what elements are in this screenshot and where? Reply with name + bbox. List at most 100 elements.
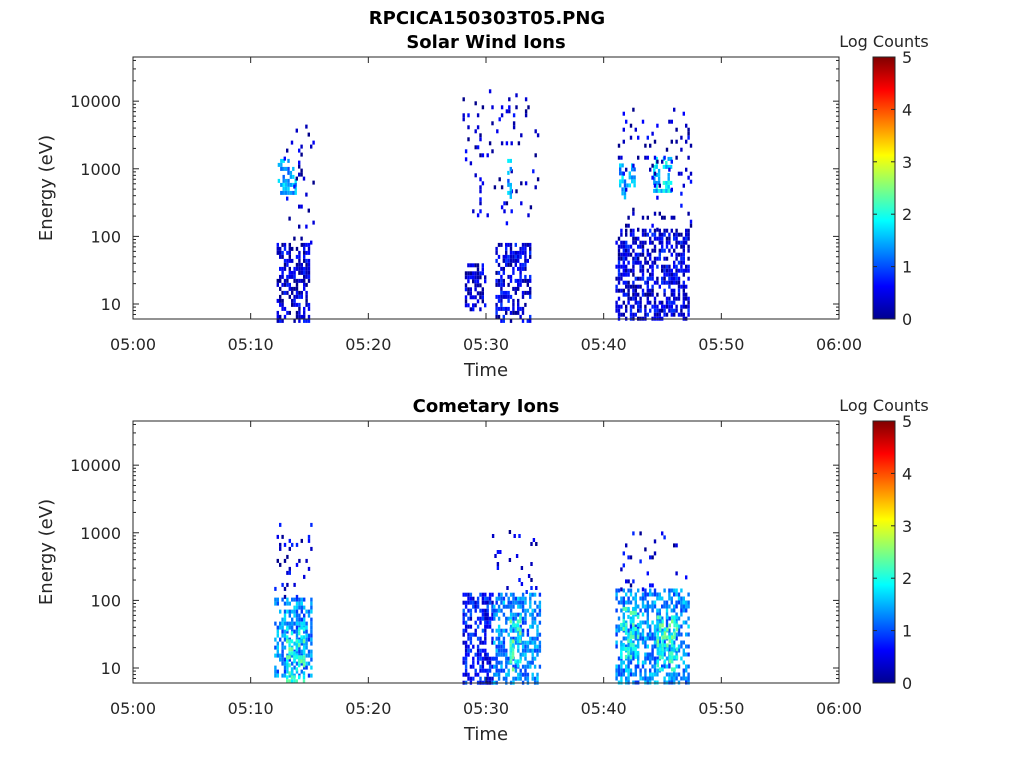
heatmap-cell: [298, 204, 301, 209]
heatmap-cell: [625, 579, 628, 584]
heatmap-cell: [467, 303, 470, 308]
heatmap-cell: [644, 668, 647, 673]
heatmap-cell: [620, 252, 623, 257]
heatmap-cell: [636, 622, 640, 627]
heatmap-cell: [668, 240, 671, 245]
heatmap-cell: [512, 286, 515, 291]
heatmap-cell: [507, 294, 510, 299]
heatmap-cell: [464, 668, 468, 673]
heatmap-cell: [644, 547, 647, 552]
heatmap-cell: [622, 622, 625, 627]
heatmap-cell: [276, 625, 279, 630]
heatmap-cell: [521, 262, 525, 267]
heatmap-cell: [675, 268, 678, 273]
heatmap-cell: [472, 660, 475, 665]
heatmap-cell: [502, 644, 506, 649]
heatmap-cell: [663, 640, 666, 645]
heatmap-cell: [495, 660, 498, 665]
heatmap-cell: [509, 246, 513, 251]
heatmap-cell: [481, 299, 484, 304]
heatmap-cell: [629, 642, 633, 647]
heatmap-cell: [656, 624, 659, 629]
heatmap-cell: [653, 312, 657, 317]
heatmap-cell: [514, 310, 517, 315]
heatmap-cell: [661, 651, 664, 656]
heatmap-cell: [498, 117, 501, 122]
heatmap-cell: [629, 588, 633, 593]
heatmap-cell: [685, 600, 688, 605]
heatmap-cell: [620, 264, 623, 269]
heatmap-cell: [668, 272, 671, 277]
heatmap-cell: [615, 632, 618, 637]
heatmap-cell: [680, 308, 683, 313]
heatmap-cell: [484, 648, 487, 653]
heatmap-cell: [622, 551, 625, 556]
heatmap-cell: [302, 659, 306, 664]
heatmap-cell: [665, 188, 668, 193]
heatmap-cell: [617, 656, 621, 661]
heatmap-cell: [665, 624, 669, 629]
heatmap-cell: [653, 244, 657, 249]
heatmap-cell: [621, 187, 624, 192]
heatmap-cell: [685, 236, 688, 241]
heatmap-cell: [312, 180, 315, 185]
heatmap-cell: [495, 668, 498, 673]
heatmap-cell: [620, 640, 623, 645]
heatmap-cell: [484, 608, 487, 613]
heatmap-cell: [295, 661, 299, 666]
heatmap-cell: [486, 612, 489, 617]
heatmap-cell: [524, 97, 528, 102]
heatmap-cell: [655, 164, 658, 169]
heatmap-cell: [622, 252, 625, 257]
y-tick-label: 10: [101, 295, 121, 314]
figure-title: RPCICA150303T05.PNG: [369, 8, 605, 29]
heatmap-cell: [509, 278, 513, 283]
heatmap-cell: [663, 288, 666, 293]
heatmap-cell: [680, 588, 683, 593]
heatmap-cell: [653, 139, 657, 144]
y-tick-label: 100: [90, 227, 121, 246]
heatmap-cell: [300, 262, 303, 267]
colorbar-tick-label: 0: [902, 310, 912, 329]
heatmap-cell: [512, 298, 515, 303]
heatmap-cell: [283, 617, 287, 622]
heatmap-cell: [497, 294, 501, 299]
heatmap-cell: [479, 640, 482, 645]
heatmap-cell: [617, 624, 621, 629]
heatmap-cell: [536, 644, 539, 649]
heatmap-cell: [661, 596, 664, 601]
heatmap-cell: [519, 612, 522, 617]
heatmap-cell: [300, 659, 303, 664]
heatmap-cell: [639, 240, 642, 245]
heatmap-cell: [620, 304, 623, 309]
heatmap-cell: [467, 592, 470, 597]
heatmap-cell: [300, 538, 303, 543]
heatmap-cell: [305, 242, 308, 247]
heatmap-cell: [639, 244, 642, 249]
heatmap-cell: [639, 559, 642, 564]
heatmap-cell: [274, 601, 277, 606]
heatmap-cell: [517, 258, 520, 263]
heatmap-cell: [659, 667, 662, 672]
heatmap-cell: [303, 314, 306, 319]
heatmap-cell: [509, 612, 513, 617]
heatmap-cell: [298, 164, 301, 169]
heatmap-cell: [531, 656, 534, 661]
heatmap-cell: [502, 600, 506, 605]
heatmap-cell: [644, 588, 647, 593]
heatmap-cell: [509, 636, 513, 641]
heatmap-cell: [310, 240, 313, 245]
heatmap-cell: [673, 631, 676, 636]
heatmap-cell: [663, 635, 667, 640]
heatmap-cell: [488, 592, 492, 597]
heatmap-cell: [673, 292, 676, 297]
heatmap-cell: [663, 312, 666, 317]
heatmap-cell: [298, 558, 301, 563]
heatmap-cell: [668, 659, 671, 664]
heatmap-cell: [279, 314, 282, 319]
heatmap-cell: [671, 655, 674, 660]
heatmap-cell: [677, 624, 681, 629]
heatmap-cell: [514, 612, 518, 617]
heatmap-cell: [533, 656, 537, 661]
heatmap-cell: [303, 286, 306, 291]
